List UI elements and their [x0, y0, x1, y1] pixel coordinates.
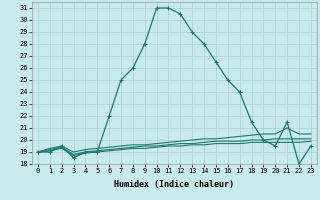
X-axis label: Humidex (Indice chaleur): Humidex (Indice chaleur) [115, 180, 234, 189]
